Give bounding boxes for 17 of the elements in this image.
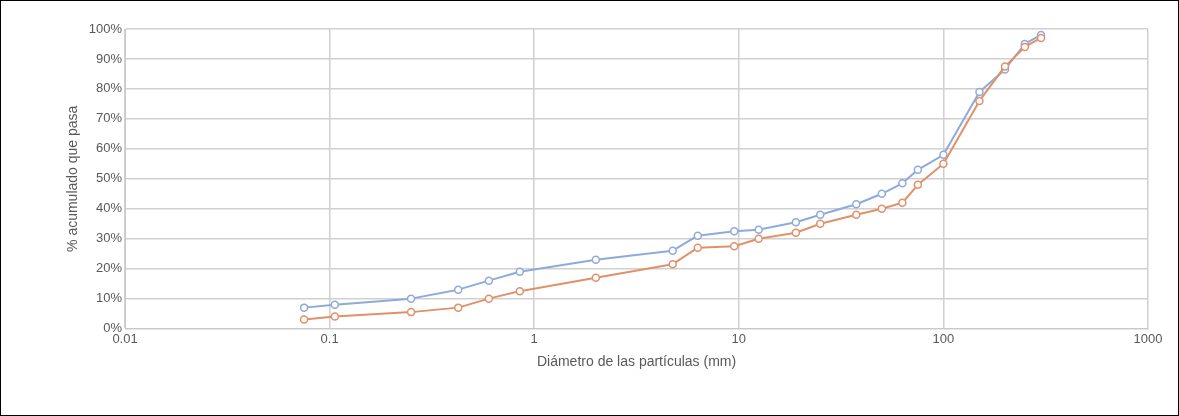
y-tick-label: 20% xyxy=(96,260,123,276)
x-tick-label: 100 xyxy=(932,330,955,346)
y-tick-label: 90% xyxy=(96,50,123,66)
x-tick-label: 0.1 xyxy=(320,330,339,346)
x-tick-label: 10 xyxy=(731,330,747,346)
y-axis-title: % acumulado que pasa xyxy=(64,105,81,252)
y-tick-label: 40% xyxy=(96,200,123,216)
y-tick-label: 30% xyxy=(96,230,123,246)
y-tick-label: 70% xyxy=(96,110,123,126)
x-tick-label: 1 xyxy=(530,330,538,346)
y-tick-label: 10% xyxy=(96,290,123,306)
x-axis-title: Diámetro de las partículas (mm) xyxy=(536,353,737,370)
x-tick-label: 1000 xyxy=(1133,330,1163,346)
y-tick-label: 80% xyxy=(96,80,123,96)
y-tick-label: 50% xyxy=(96,170,123,186)
y-tick-label: 100% xyxy=(88,20,123,36)
y-tick-label: 60% xyxy=(96,140,123,156)
